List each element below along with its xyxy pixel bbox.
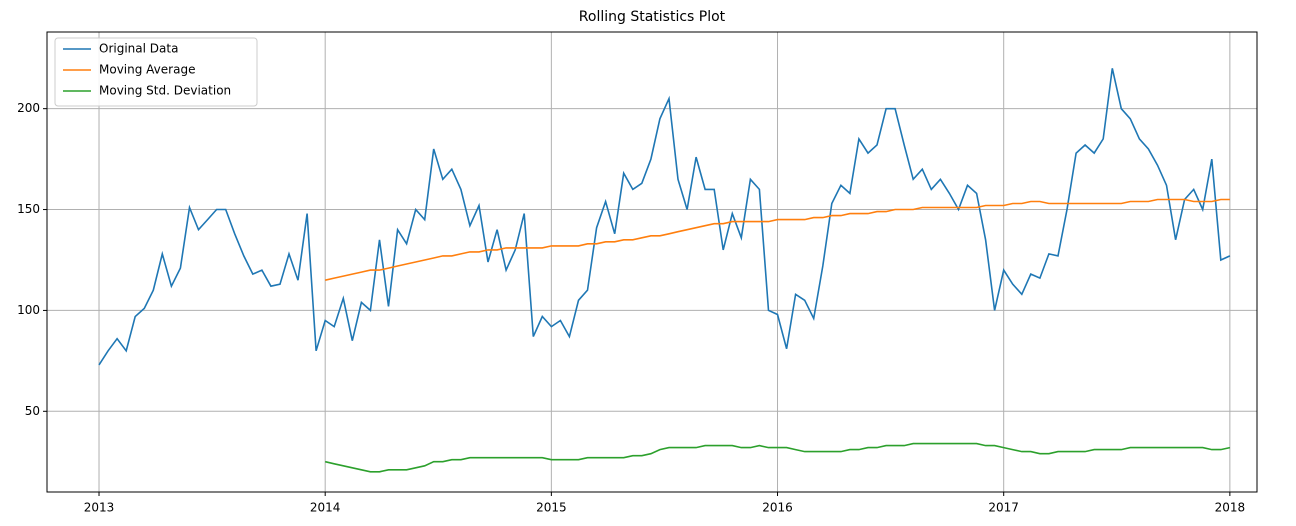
legend-label: Moving Std. Deviation [99,84,231,98]
data-line [98,68,1231,366]
x-tick-label: 2013 [84,501,115,515]
x-tick-label: 2014 [310,501,341,515]
y-tick-label: 50 [25,404,40,418]
data-line [325,442,1231,473]
legend-box [54,37,258,107]
y-tick-label: 200 [17,101,40,115]
y-tick-label: 100 [17,303,40,317]
legend-label: Original Data [99,42,178,56]
x-tick-label: 2016 [762,501,793,515]
x-tick-label: 2018 [1215,501,1246,515]
plot-frame [46,31,1258,493]
legend-label: Moving Average [99,63,195,77]
chart-title: Rolling Statistics Plot [579,9,726,25]
y-tick-label: 150 [17,202,40,216]
data-line [325,198,1230,281]
x-tick-label: 2015 [536,501,567,515]
x-tick-label: 2017 [988,501,1019,515]
